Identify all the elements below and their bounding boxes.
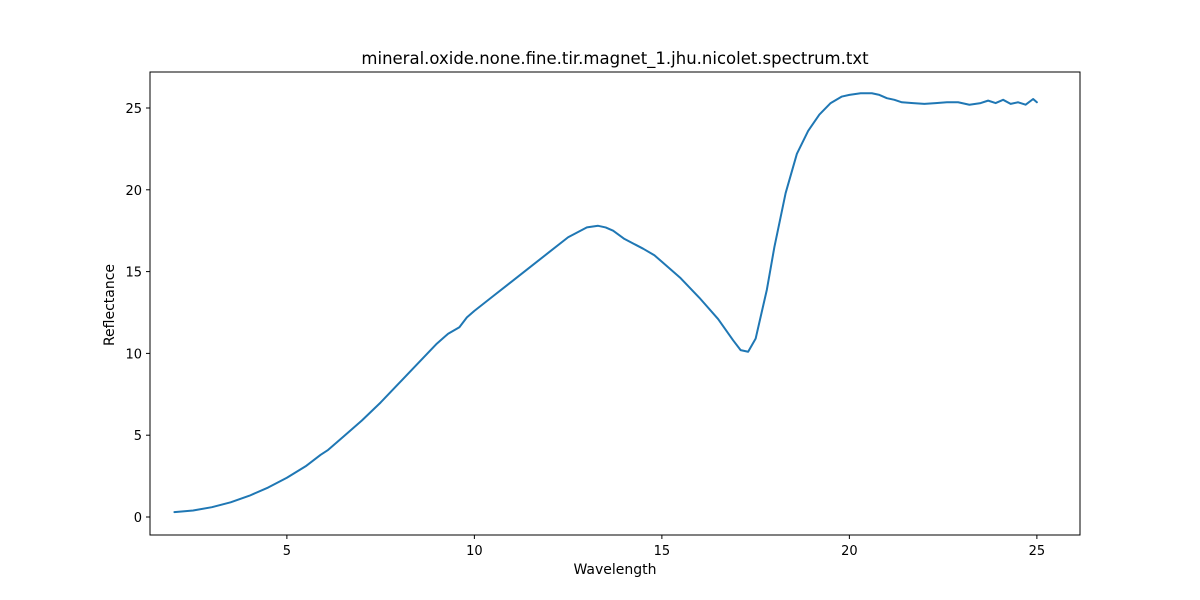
y-tick-label-5: 5 (134, 429, 142, 444)
chart-title: mineral.oxide.none.fine.tir.magnet_1.jhu… (361, 49, 869, 69)
y-tick-label-10: 10 (125, 347, 142, 362)
x-tick-label-20: 20 (841, 544, 858, 559)
y-tick-label-25: 25 (125, 102, 142, 117)
x-axis-label: Wavelength (573, 562, 656, 578)
plot-area: 5 10 15 20 25 0 5 10 15 20 25 (125, 71, 1081, 559)
x-tick-label-15: 15 (654, 544, 671, 559)
x-tick-label-10: 10 (466, 544, 483, 559)
plot-frame (149, 71, 1081, 536)
y-axis-label: Reflectance (102, 264, 118, 346)
y-tick-label-20: 20 (125, 184, 142, 199)
y-tick-label-0: 0 (134, 511, 142, 526)
y-tick-label-15: 15 (125, 266, 142, 281)
series-line-0 (173, 92, 1038, 514)
x-tick-label-5: 5 (283, 544, 291, 559)
x-tick-label-25: 25 (1029, 544, 1046, 559)
